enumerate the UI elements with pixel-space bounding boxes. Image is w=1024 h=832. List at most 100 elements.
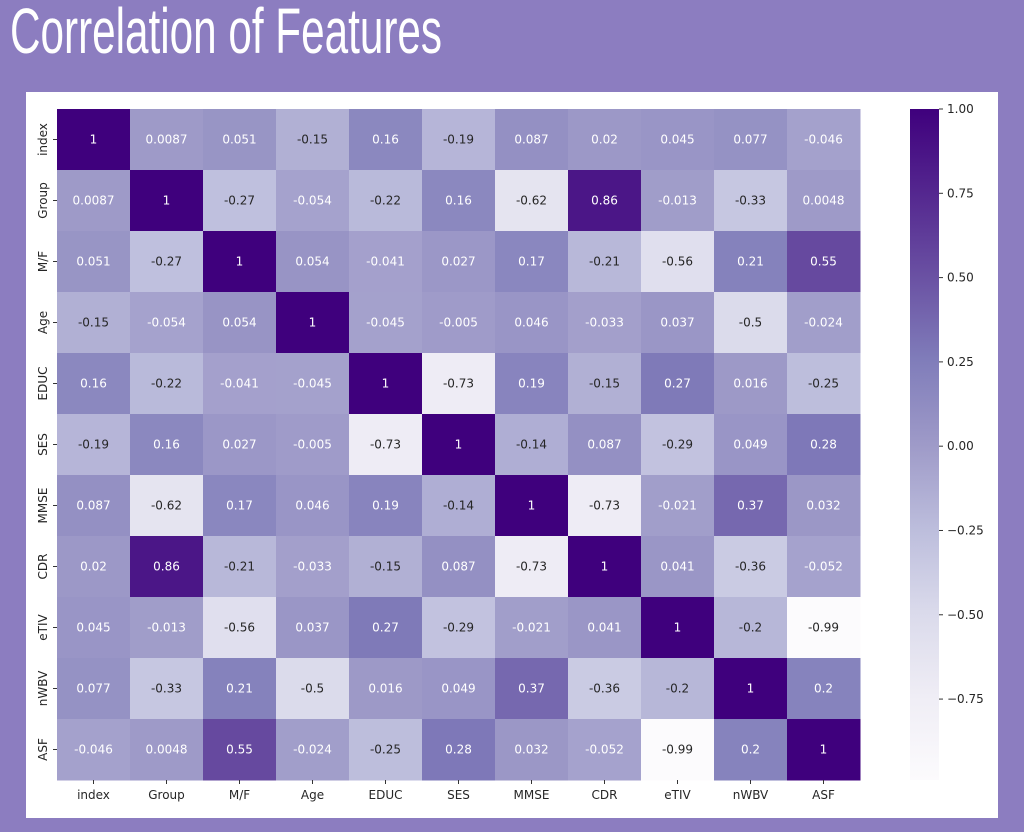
colorbar-tick-label: −0.75 (947, 692, 984, 706)
heatmap-cell (495, 536, 569, 598)
heatmap-cell (276, 414, 350, 476)
heatmap-cell (276, 658, 350, 720)
heatmap-cell (714, 719, 788, 781)
cell-annotation: -0.024 (804, 316, 843, 330)
y-tick-label: index (36, 123, 50, 156)
heatmap-cell (495, 170, 569, 232)
heatmap-cell (714, 414, 788, 476)
heatmap-cell (641, 536, 715, 598)
heatmap-cell (203, 719, 277, 781)
heatmap-cell (349, 597, 423, 659)
x-tick-label: M/F (229, 788, 250, 802)
heatmap-cell (276, 597, 350, 659)
cell-annotation: 0.55 (226, 743, 253, 757)
heatmap-cell (349, 231, 423, 293)
cell-annotation: -0.052 (804, 560, 843, 574)
heatmap-cell (203, 353, 277, 415)
heatmap-cell (714, 170, 788, 232)
cell-annotation: 0.016 (368, 682, 402, 696)
heatmap-cell (349, 536, 423, 598)
heatmap-cell (787, 109, 861, 171)
cell-annotation: 1 (236, 255, 244, 269)
heatmap-cell (495, 719, 569, 781)
cell-annotation: 1 (528, 499, 536, 513)
slide-title: Correlation of Features (10, 0, 442, 67)
heatmap-cell (422, 170, 496, 232)
cell-annotation: -0.73 (443, 377, 474, 391)
heatmap-cell (568, 475, 642, 537)
x-tick-label: SES (447, 788, 470, 802)
heatmap-cell (641, 414, 715, 476)
heatmap-cell (57, 475, 131, 537)
cell-annotation: 0.054 (295, 255, 329, 269)
y-tick-label: Group (36, 182, 50, 219)
heatmap-cell (203, 292, 277, 354)
heatmap-cell (130, 170, 204, 232)
y-tick-label: M/F (36, 251, 50, 272)
heatmap-cell (276, 475, 350, 537)
heatmap-cell (276, 353, 350, 415)
cell-annotation: 0.037 (295, 621, 329, 635)
heatmap-cell (714, 109, 788, 171)
cell-annotation: 0.86 (153, 560, 180, 574)
cell-annotation: 0.054 (222, 316, 256, 330)
cell-annotation: 0.046 (514, 316, 548, 330)
heatmap-cell (130, 597, 204, 659)
cell-annotation: 1 (163, 194, 171, 208)
cell-annotation: 0.55 (810, 255, 837, 269)
cell-annotation: -0.041 (366, 255, 405, 269)
heatmap-cell (568, 109, 642, 171)
cell-annotation: 0.0048 (146, 743, 188, 757)
heatmap-cell (641, 475, 715, 537)
heatmap-cell (130, 536, 204, 598)
cell-annotation: -0.27 (151, 255, 182, 269)
heatmap-cell (568, 658, 642, 720)
cell-annotation: 0.016 (733, 377, 767, 391)
cell-annotation: -0.29 (443, 621, 474, 635)
x-tick-label: ASF (812, 788, 835, 802)
cell-annotation: -0.046 (74, 743, 113, 757)
cell-annotation: -0.005 (293, 438, 332, 452)
heatmap-cell (568, 292, 642, 354)
heatmap-cell (203, 231, 277, 293)
cell-annotation: 0.049 (441, 682, 475, 696)
heatmap-cell (641, 597, 715, 659)
cell-annotation: -0.21 (589, 255, 620, 269)
heatmap-cell (495, 353, 569, 415)
cell-annotation: 1 (309, 316, 317, 330)
cell-annotation: 1 (601, 560, 609, 574)
cell-annotation: -0.19 (78, 438, 109, 452)
heatmap-cell (203, 536, 277, 598)
cell-annotation: 0.17 (226, 499, 253, 513)
heatmap-cell (276, 231, 350, 293)
x-tick-label: MMSE (514, 788, 550, 802)
cell-annotation: 0.2 (814, 682, 833, 696)
heatmap-cell (787, 231, 861, 293)
colorbar-tick-label: −0.25 (947, 523, 984, 537)
cell-annotation: 0.16 (153, 438, 180, 452)
cell-annotation: 1 (674, 621, 682, 635)
cell-annotation: 1 (820, 743, 828, 757)
cell-annotation: 0.16 (445, 194, 472, 208)
y-tick-label: SES (36, 433, 50, 456)
cell-annotation: 0.27 (372, 621, 399, 635)
cell-annotation: 0.032 (514, 743, 548, 757)
cell-annotation: -0.033 (293, 560, 332, 574)
chart-panel: 1 0.0087 0.051 -0.15 0.16 -0.19 0.087 0.02 0.045… (26, 92, 998, 818)
cell-annotation: -0.25 (370, 743, 401, 757)
heatmap-cell (276, 109, 350, 171)
heatmap-cell (276, 719, 350, 781)
cell-annotation: 0.051 (222, 133, 256, 147)
heatmap-cell (422, 109, 496, 171)
cell-annotation: 0.02 (80, 560, 107, 574)
heatmap-cell (422, 719, 496, 781)
cell-annotation: 0.087 (441, 560, 475, 574)
heatmap-cell (787, 475, 861, 537)
cell-annotation: -0.25 (808, 377, 839, 391)
heatmap-cell (130, 719, 204, 781)
heatmap-cell (57, 292, 131, 354)
colorbar-tick-label: 0.75 (947, 186, 974, 200)
heatmap-cell (787, 536, 861, 598)
cell-annotation: -0.21 (224, 560, 255, 574)
y-tick-label: Age (36, 311, 50, 334)
